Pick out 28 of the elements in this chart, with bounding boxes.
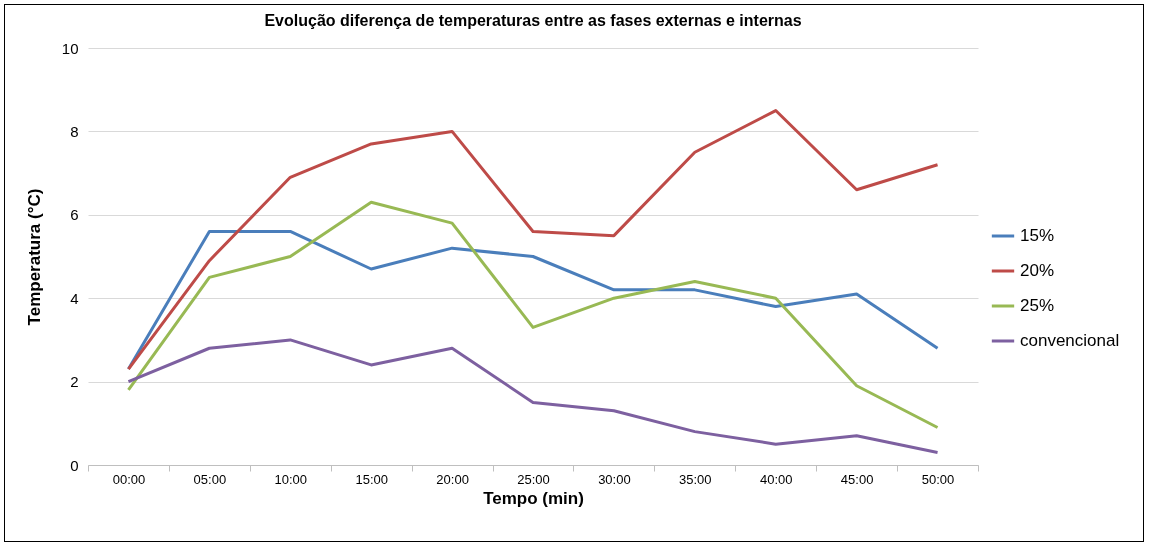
x-tick-label: 45:00 bbox=[840, 471, 874, 487]
legend-label: convencional bbox=[1020, 331, 1120, 350]
line-series bbox=[126, 109, 940, 371]
x-tick-label: 40:00 bbox=[759, 471, 793, 487]
line-series bbox=[126, 338, 940, 454]
x-tick-label: 30:00 bbox=[598, 471, 631, 487]
line-series bbox=[126, 200, 940, 429]
legend-label: 25% bbox=[1020, 296, 1055, 315]
chart-title: Evolução diferença de temperaturas entre as fases externas e internas bbox=[264, 12, 802, 29]
y-tick-label: 2 bbox=[70, 373, 79, 391]
y-tick-label: 4 bbox=[70, 289, 79, 307]
y-tick-label: 10 bbox=[61, 39, 79, 57]
x-tick-label: 25:00 bbox=[517, 471, 550, 487]
x-axis-title: Tempo (min) bbox=[483, 488, 584, 508]
y-axis-title: Temperatura (°C) bbox=[24, 188, 44, 326]
x-tick-label: 05:00 bbox=[193, 471, 227, 487]
x-tick-label: 10:00 bbox=[274, 471, 308, 487]
x-tick-label: 15:00 bbox=[355, 471, 388, 487]
y-tick-label: 8 bbox=[70, 122, 79, 140]
legend-label: 20% bbox=[1020, 261, 1055, 280]
y-tick-label: 6 bbox=[70, 206, 79, 224]
x-tick-label: 00:00 bbox=[112, 471, 146, 487]
x-tick-label: 35:00 bbox=[679, 471, 712, 487]
legend-label: 15% bbox=[1020, 226, 1055, 245]
y-tick-label: 0 bbox=[70, 456, 79, 474]
x-tick-label: 20:00 bbox=[436, 471, 469, 487]
x-tick-label: 50:00 bbox=[921, 471, 955, 487]
line-series bbox=[126, 229, 940, 371]
